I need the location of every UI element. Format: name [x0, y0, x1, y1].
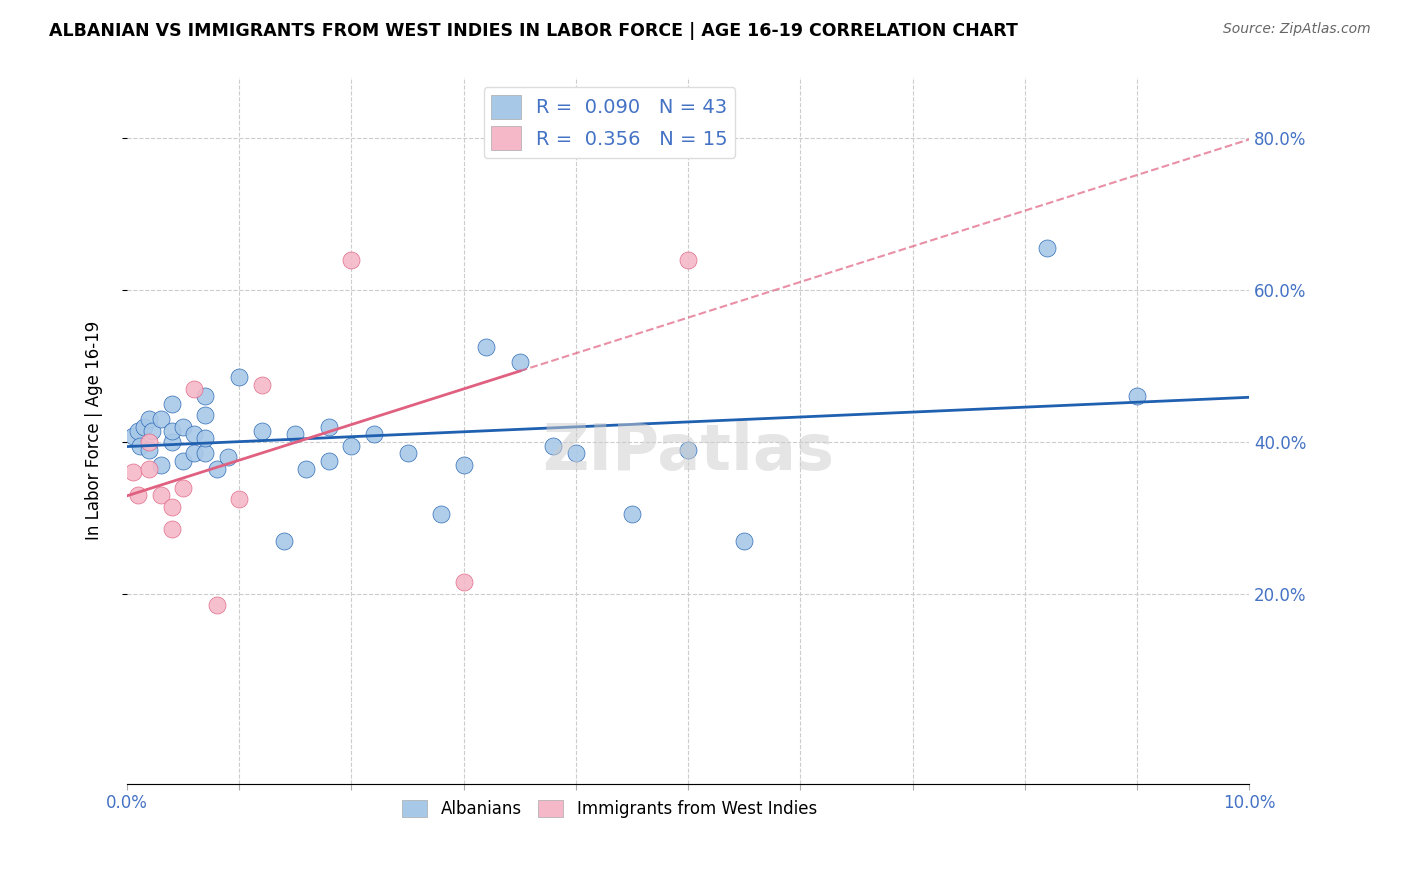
- Point: [129, 439, 152, 453]
- Point: [396, 446, 419, 460]
- Point: [183, 427, 205, 442]
- Point: [183, 382, 205, 396]
- Point: [149, 488, 172, 502]
- Point: [430, 507, 453, 521]
- Point: [543, 439, 565, 453]
- Point: [194, 389, 217, 403]
- Point: [453, 575, 475, 590]
- Point: [127, 424, 149, 438]
- Point: [228, 491, 250, 506]
- Point: [295, 461, 318, 475]
- Point: [273, 533, 295, 548]
- Point: [733, 533, 755, 548]
- Point: [284, 427, 307, 442]
- Point: [194, 431, 217, 445]
- Point: [132, 419, 155, 434]
- Point: [228, 370, 250, 384]
- Point: [250, 378, 273, 392]
- Point: [205, 599, 228, 613]
- Point: [620, 507, 643, 521]
- Point: [453, 458, 475, 472]
- Point: [138, 434, 160, 449]
- Point: [565, 446, 588, 460]
- Point: [160, 500, 183, 514]
- Text: ALBANIAN VS IMMIGRANTS FROM WEST INDIES IN LABOR FORCE | AGE 16-19 CORRELATION C: ALBANIAN VS IMMIGRANTS FROM WEST INDIES …: [49, 22, 1018, 40]
- Point: [205, 461, 228, 475]
- Point: [121, 429, 143, 443]
- Point: [160, 424, 183, 438]
- Point: [160, 397, 183, 411]
- Point: [509, 355, 531, 369]
- Point: [160, 434, 183, 449]
- Point: [363, 427, 385, 442]
- Point: [340, 252, 363, 267]
- Point: [250, 424, 273, 438]
- Point: [160, 522, 183, 536]
- Point: [1036, 241, 1059, 255]
- Point: [172, 419, 194, 434]
- Point: [149, 458, 172, 472]
- Point: [676, 442, 699, 457]
- Point: [318, 454, 340, 468]
- Point: [183, 446, 205, 460]
- Point: [138, 412, 160, 426]
- Point: [318, 419, 340, 434]
- Text: ZIPatlas: ZIPatlas: [543, 421, 834, 483]
- Point: [138, 442, 160, 457]
- Point: [194, 409, 217, 423]
- Point: [138, 461, 160, 475]
- Text: Source: ZipAtlas.com: Source: ZipAtlas.com: [1223, 22, 1371, 37]
- Point: [475, 340, 498, 354]
- Point: [676, 252, 699, 267]
- Point: [340, 439, 363, 453]
- Point: [141, 424, 163, 438]
- Point: [217, 450, 239, 465]
- Point: [172, 481, 194, 495]
- Point: [172, 454, 194, 468]
- Legend: Albanians, Immigrants from West Indies: Albanians, Immigrants from West Indies: [395, 793, 824, 825]
- Point: [121, 466, 143, 480]
- Point: [194, 446, 217, 460]
- Point: [1126, 389, 1149, 403]
- Y-axis label: In Labor Force | Age 16-19: In Labor Force | Age 16-19: [86, 321, 103, 541]
- Point: [149, 412, 172, 426]
- Point: [127, 488, 149, 502]
